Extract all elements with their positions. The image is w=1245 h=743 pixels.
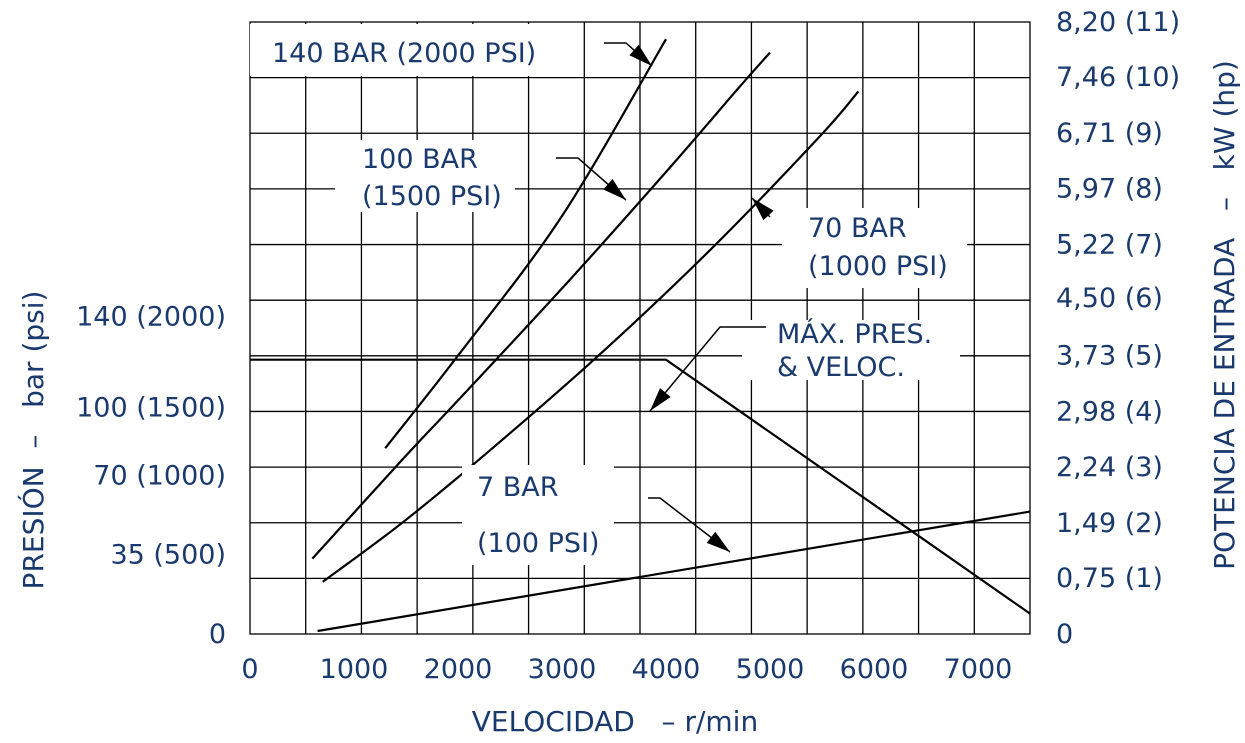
x-axis-title: VELOCIDAD – r/min — [472, 705, 758, 738]
chart-tick-labels: 0 1000 2000 3000 4000 5000 6000 7000 0 35 (500) 70… — [76, 7, 1180, 685]
arrowhead — [629, 44, 652, 66]
x-tick-label: 4000 — [632, 654, 701, 685]
series-label: & VELOC. — [777, 352, 905, 383]
series-label: MÁX. PRES. — [777, 318, 932, 350]
y-right-tick-label: 0,75 (1) — [1056, 563, 1163, 594]
y-right-tick-label: 1,49 (2) — [1056, 508, 1163, 539]
series-label: (1000 PSI) — [808, 251, 948, 282]
y-right-tick-label: 5,22 (7) — [1056, 229, 1163, 260]
y-left-tick-label: 70 (1000) — [93, 460, 226, 491]
series-label: (1500 PSI) — [362, 181, 502, 212]
curve-140-bar — [384, 38, 667, 449]
y-right-tick-label: 6,71 (9) — [1056, 118, 1163, 149]
series-label: (100 PSI) — [477, 528, 600, 559]
y-right-tick-label: 3,73 (5) — [1056, 341, 1163, 372]
curve-7-bar — [317, 510, 1031, 633]
series-label: 100 BAR — [362, 144, 478, 175]
x-tick-label: 6000 — [840, 654, 909, 685]
arrowhead — [603, 178, 626, 200]
series-label: 140 BAR (2000 PSI) — [272, 38, 536, 69]
y-right-axis-title: POTENCIA DE ENTRADA – kW (hp) — [1208, 60, 1241, 570]
y-left-tick-label: 140 (2000) — [76, 302, 226, 333]
series-label: 70 BAR — [808, 213, 907, 244]
label-background — [462, 465, 614, 565]
x-tick-label: 1000 — [320, 654, 389, 685]
y-right-tick-label: 0 — [1056, 619, 1073, 650]
chart-curves — [250, 38, 1031, 633]
y-right-tick-label: 2,98 (4) — [1056, 397, 1163, 428]
chart-annotations: 140 BAR (2000 PSI) 100 BAR (1500 PSI) 70 BA… — [250, 24, 967, 565]
x-tick-label: 2000 — [424, 654, 493, 685]
y-right-tick-label: 7,46 (10) — [1056, 62, 1180, 93]
arrowhead — [706, 531, 730, 552]
y-right-tick-label: 4,50 (6) — [1056, 283, 1163, 314]
y-right-tick-label: 8,20 (11) — [1056, 7, 1180, 38]
curve-70-bar — [322, 90, 860, 583]
y-left-axis-title: PRESIÓN – bar (psi) — [16, 291, 50, 590]
y-right-tick-label: 5,97 (8) — [1056, 173, 1163, 204]
label-background — [250, 24, 560, 76]
y-left-tick-label: 100 (1500) — [76, 392, 226, 423]
curve-max-pressure-speed — [250, 358, 1031, 615]
y-right-tick-label: 2,24 (3) — [1056, 452, 1163, 483]
label-background — [742, 320, 960, 380]
label-leader-line — [649, 326, 766, 412]
x-tick-label: 7000 — [944, 654, 1013, 685]
x-tick-label: 5000 — [736, 654, 805, 685]
y-left-tick-label: 35 (500) — [110, 540, 226, 571]
arrowhead — [650, 388, 671, 411]
arrowhead — [752, 198, 774, 221]
x-tick-label: 3000 — [528, 654, 597, 685]
y-left-tick-label: 0 — [209, 619, 226, 650]
x-tick-label: 0 — [241, 654, 258, 685]
curve-100-bar — [311, 51, 771, 560]
label-leader-line — [648, 497, 731, 553]
label-background — [335, 140, 515, 212]
series-label: 7 BAR — [477, 472, 559, 503]
label-background — [782, 208, 967, 288]
